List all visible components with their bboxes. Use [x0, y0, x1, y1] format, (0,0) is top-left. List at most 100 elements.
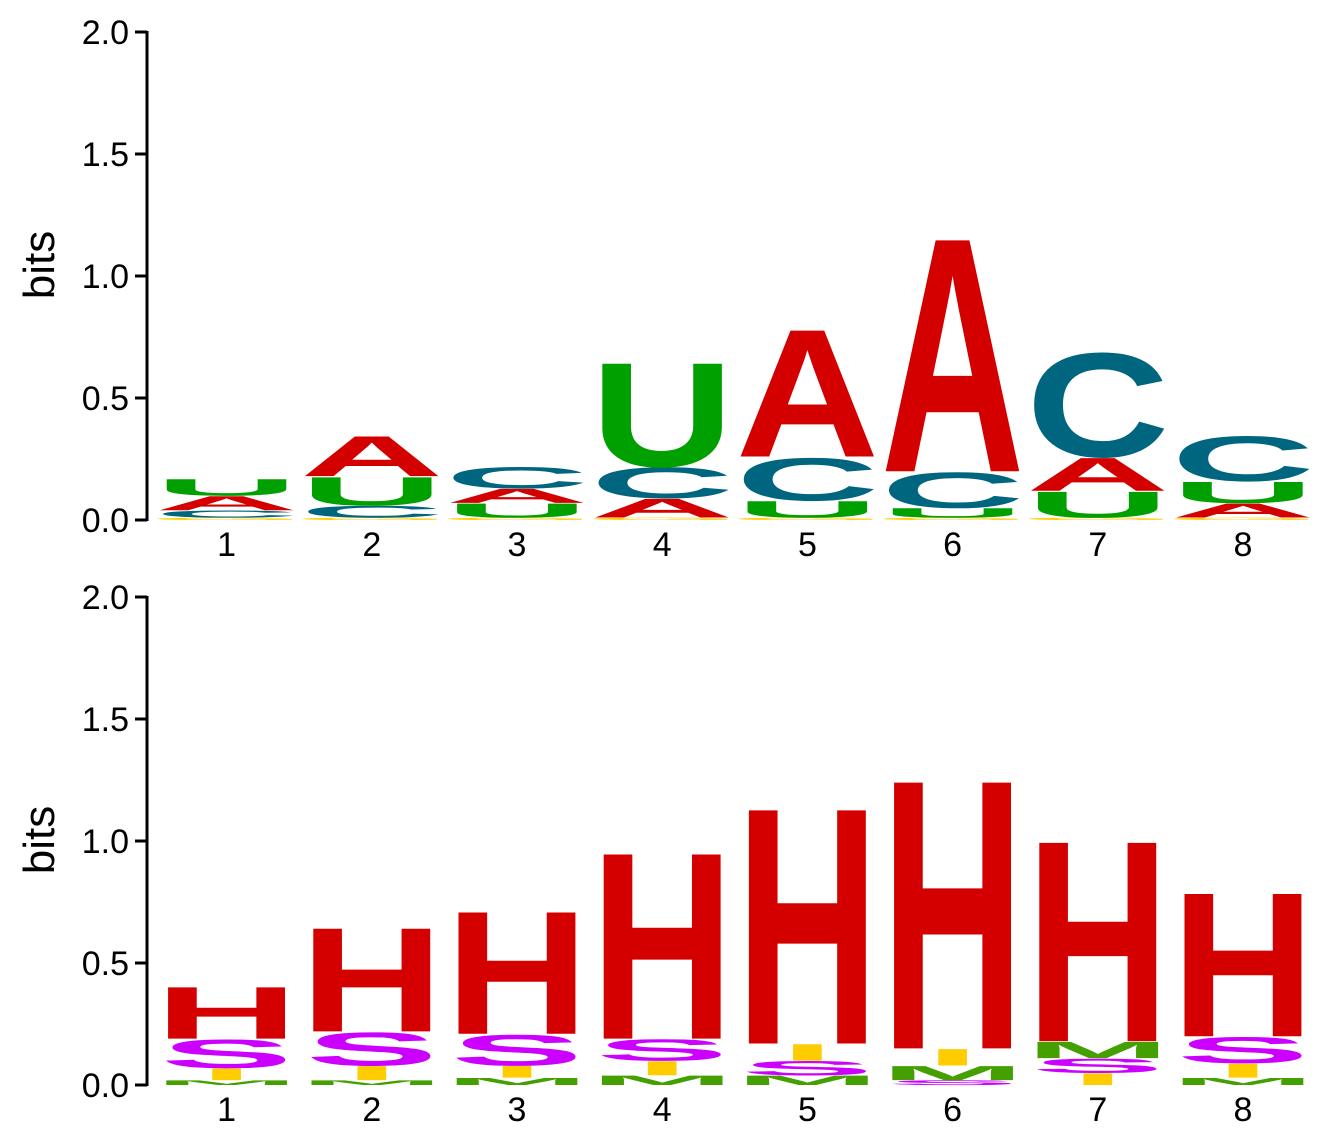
y-tick-label: 2.0	[82, 14, 129, 52]
x-tick-label: 3	[508, 1091, 527, 1129]
x-tick-label: 6	[943, 526, 962, 564]
y-tick-label: 0.5	[82, 945, 129, 983]
logo-letter-M: M	[590, 1073, 734, 1088]
logo-letter-A: A	[1026, 448, 1170, 501]
x-tick-label: 2	[362, 526, 381, 564]
logo-letter-M: M	[1171, 1076, 1315, 1087]
logo-letter-A: A	[590, 493, 734, 523]
logo-letter-U: U	[736, 496, 880, 522]
logo-letter-I: I	[635, 1057, 690, 1080]
y-axis-label: bits	[15, 231, 64, 299]
logo-letter-M: M	[155, 1079, 299, 1087]
logo-letter-G: G	[149, 517, 304, 521]
logo-letter-I: I	[1070, 1070, 1125, 1089]
logo-letter-C: C	[736, 446, 880, 514]
logo-letter-U: U	[881, 505, 1025, 520]
logo-letter-U: U	[590, 332, 734, 498]
x-tick-label: 2	[362, 1091, 381, 1129]
logo-letter-U: U	[445, 499, 589, 522]
x-tick-label: 4	[653, 1091, 672, 1129]
logo-letter-A: A	[300, 424, 444, 489]
logo-letter-C: C	[445, 461, 589, 495]
y-tick-label: 1.5	[82, 136, 129, 174]
logo-letter-H: H	[736, 736, 880, 1115]
logo-letter-C: C	[300, 502, 444, 521]
logo-letter-M: M	[445, 1076, 589, 1087]
logo-letter-H: H	[155, 971, 299, 1054]
logo-letter-G: G	[875, 517, 1030, 521]
x-tick-label: 3	[508, 526, 527, 564]
logo-letter-I: I	[1215, 1059, 1270, 1082]
logo-letter-M: M	[881, 1062, 1025, 1085]
logo-letter-S: S	[451, 1026, 584, 1075]
y-axis-label: bits	[15, 806, 64, 874]
logo-letter-S: S	[741, 1057, 874, 1080]
x-tick-label: 8	[1234, 526, 1253, 564]
logo-letter-U: U	[1171, 475, 1315, 509]
y-tick-label: 0.5	[82, 380, 129, 418]
logo-letter-M: M	[300, 1079, 444, 1087]
logo-letter-I: I	[199, 1065, 254, 1084]
x-tick-label: 5	[798, 1091, 817, 1129]
logo-letter-G: G	[585, 517, 740, 521]
logo-letter-H: H	[300, 897, 444, 1063]
logo-letter-S: S	[596, 1033, 729, 1067]
x-tick-label: 8	[1234, 1091, 1253, 1129]
x-tick-label: 5	[798, 526, 817, 564]
logo-letter-C: C	[881, 462, 1025, 519]
logo-letter-M: M	[1026, 1037, 1170, 1063]
x-tick-label: 1	[217, 1091, 236, 1129]
logo-letter-H: H	[445, 874, 589, 1071]
logo-letter-M: M	[736, 1073, 880, 1088]
logo-letter-A: A	[881, 168, 1025, 543]
x-tick-label: 7	[1088, 526, 1107, 564]
logo-letter-A: A	[736, 292, 880, 496]
logo-letter-G: G	[730, 517, 885, 521]
logo-letter-A: A	[445, 485, 589, 508]
logo-letter-G: G	[294, 517, 449, 521]
y-tick-label: 0.0	[82, 502, 129, 540]
logo-letter-H: H	[881, 700, 1025, 1130]
logo-letter-A: A	[1171, 499, 1315, 522]
x-tick-label: 1	[217, 526, 236, 564]
logo-letter-C: C	[155, 508, 299, 519]
logo-letter-I: I	[489, 1062, 544, 1081]
logo-letter-G: G	[440, 517, 595, 521]
logo-letter-C: C	[1026, 323, 1170, 489]
logo-letter-G: G	[1166, 517, 1321, 521]
logo-letter-H: H	[1026, 782, 1170, 1103]
x-tick-label: 7	[1088, 1091, 1107, 1129]
logo-letter-U: U	[300, 469, 444, 514]
logo-letter-I: I	[780, 1039, 835, 1065]
logo-letter-H: H	[590, 797, 734, 1096]
logo-letter-S: S	[886, 1079, 1019, 1087]
logo-letter-I: I	[344, 1062, 399, 1085]
x-tick-label: 6	[943, 1091, 962, 1129]
logo-letter-A: A	[155, 492, 299, 515]
logo-letter-C: C	[1171, 423, 1315, 495]
logo-letter-U: U	[1026, 484, 1170, 526]
logo-letter-S: S	[1031, 1054, 1164, 1077]
y-tick-label: 1.0	[82, 258, 129, 296]
logo-letter-H: H	[1171, 849, 1315, 1080]
logo-letter-S: S	[305, 1022, 438, 1075]
logo-letter-I: I	[925, 1044, 980, 1070]
